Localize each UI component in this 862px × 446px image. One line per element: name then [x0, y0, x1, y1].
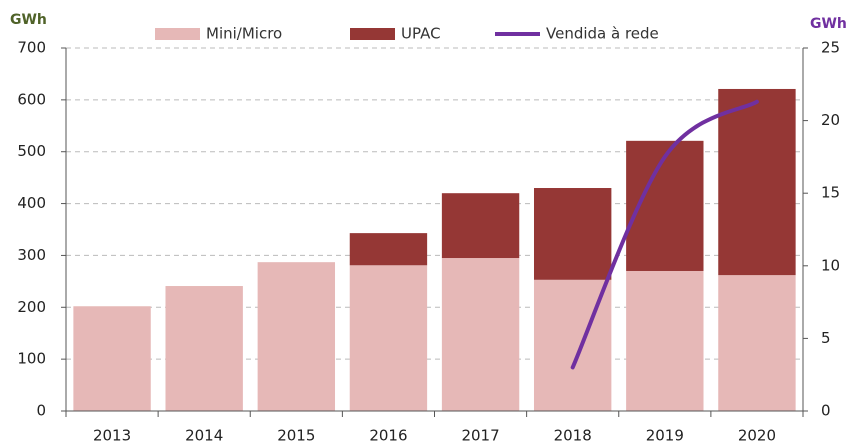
y-tick-label: 200	[17, 298, 46, 316]
x-tick-label: 2017	[461, 427, 499, 445]
bar-segment	[73, 306, 151, 411]
x-tick-label: 2016	[369, 427, 407, 445]
bar-segment	[626, 270, 704, 411]
legend-label: Vendida à rede	[546, 25, 659, 43]
y-tick-label: 400	[17, 194, 46, 212]
y-tick-label: 0	[36, 402, 46, 420]
x-tick-label: 2013	[93, 427, 131, 445]
legend-swatch	[155, 28, 200, 40]
y2-tick-label: 20	[821, 111, 840, 129]
bar-segment	[349, 265, 428, 411]
legend-label: UPAC	[401, 25, 441, 43]
y2-tick-label: 25	[821, 39, 840, 57]
y-tick-label: 300	[17, 246, 46, 264]
y2-tick-label: 15	[821, 184, 840, 202]
bar-segment	[257, 262, 336, 411]
legend-swatch	[350, 28, 395, 40]
legend-label: Mini/Micro	[206, 25, 282, 43]
bar-segment	[349, 233, 428, 266]
bar-segment	[718, 275, 796, 411]
x-tick-label: 2019	[646, 427, 684, 445]
y2-tick-label: 0	[821, 402, 831, 420]
bar-segment	[718, 88, 796, 276]
y-axis-label: GWh	[10, 12, 47, 28]
bar-segment	[165, 286, 243, 411]
y-tick-label: 500	[17, 142, 46, 160]
line	[570, 99, 759, 370]
bar-segment	[441, 193, 520, 259]
y2-axis-label: GWh	[810, 16, 847, 32]
bar-segment	[533, 188, 612, 280]
y2-tick-label: 5	[821, 329, 831, 347]
x-tick-label: 2015	[277, 427, 315, 445]
x-tick-label: 2020	[738, 427, 776, 445]
y-tick-label: 100	[17, 350, 46, 368]
y-tick-label: 700	[17, 39, 46, 57]
bar-segment	[441, 258, 520, 411]
y2-tick-label: 10	[821, 256, 840, 274]
y-tick-label: 600	[17, 90, 46, 108]
x-tick-label: 2018	[554, 427, 592, 445]
x-tick-label: 2014	[185, 427, 223, 445]
